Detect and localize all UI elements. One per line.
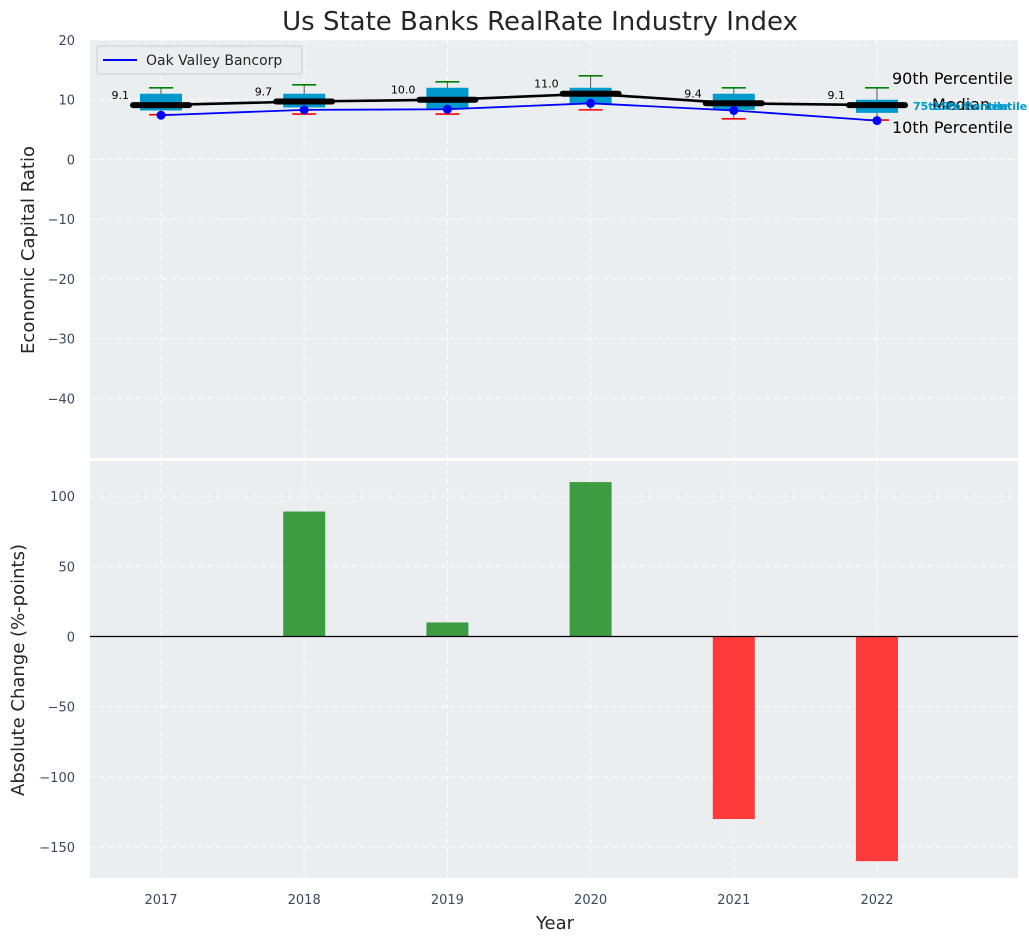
top-gridlines bbox=[90, 39, 1018, 458]
top-y-tick-label: 10 bbox=[58, 94, 75, 109]
x-tick-labels: 2017 2018 2019 2020 2021 2022 bbox=[144, 893, 893, 908]
x-tick-label: 2020 bbox=[574, 893, 607, 908]
top-y-tick-label: 0 bbox=[67, 153, 75, 168]
bottom-y-axis-label: Absolute Change (%-points) bbox=[8, 544, 29, 796]
legend-label: Oak Valley Bancorp bbox=[146, 53, 282, 69]
top-y-tick-label: −20 bbox=[48, 273, 75, 288]
company-series-point bbox=[586, 98, 596, 108]
x-tick-label: 2022 bbox=[860, 893, 893, 908]
x-axis-label: Year bbox=[535, 913, 575, 934]
x-tick-label: 2019 bbox=[431, 893, 464, 908]
top-y-tick-label: −10 bbox=[48, 213, 75, 228]
p75-annotation: 75th Percentile bbox=[913, 100, 1008, 113]
bottom-y-tick-label: 100 bbox=[50, 490, 75, 505]
median-value-label: 9.1 bbox=[828, 89, 846, 102]
p25-annotation: 25th Percentile bbox=[932, 100, 1027, 113]
median-value-label: 11.0 bbox=[534, 78, 559, 91]
top-y-tick-labels: 20 10 0 −10 −20 −30 −40 bbox=[48, 34, 75, 407]
x-tick-label: 2021 bbox=[717, 893, 750, 908]
change-bar bbox=[283, 511, 326, 637]
bottom-panel: 100 50 0 −50 −100 −150 Absolute Change (%-poi… bbox=[8, 461, 1018, 934]
top-panel: 20 10 0 −10 −20 −30 −40 Economic Capital Ratio… bbox=[18, 34, 1027, 458]
median-value-label: 9.4 bbox=[684, 87, 702, 100]
top-y-tick-label: −30 bbox=[48, 333, 75, 348]
legend: Oak Valley Bancorp bbox=[96, 45, 303, 75]
change-bar bbox=[712, 636, 755, 820]
chart-title: Us State Banks RealRate Industry Index bbox=[282, 7, 798, 37]
x-tick-label: 2018 bbox=[288, 893, 321, 908]
percentile-annotations: 90th Percentile 75th Percentile Median 2… bbox=[892, 69, 1027, 137]
bar-group bbox=[283, 482, 898, 862]
top-y-tick-label: 20 bbox=[58, 34, 75, 49]
bottom-y-tick-label: −150 bbox=[39, 841, 75, 856]
median-trend-line bbox=[160, 92, 878, 107]
bottom-y-tick-label: −50 bbox=[48, 701, 75, 716]
company-series-point bbox=[299, 105, 309, 115]
bottom-y-tick-labels: 100 50 0 −50 −100 −150 bbox=[39, 490, 75, 856]
company-series-point bbox=[872, 116, 882, 126]
change-bar bbox=[569, 482, 612, 637]
top-y-tick-label: −40 bbox=[48, 392, 75, 407]
change-bar bbox=[426, 622, 469, 637]
company-series-point bbox=[729, 105, 739, 115]
p90-annotation: 90th Percentile bbox=[892, 69, 1013, 88]
top-y-axis-label: Economic Capital Ratio bbox=[18, 146, 39, 354]
x-tick-label: 2017 bbox=[144, 893, 177, 908]
bottom-y-tick-label: 0 bbox=[67, 631, 75, 646]
company-line-group bbox=[156, 98, 882, 126]
legend-box bbox=[96, 45, 303, 75]
median-value-label: 10.0 bbox=[391, 84, 416, 97]
company-series-line bbox=[160, 102, 878, 122]
median-value-label: 9.7 bbox=[255, 86, 273, 99]
bottom-y-tick-label: −100 bbox=[39, 771, 75, 786]
median-line-group bbox=[160, 92, 878, 107]
bottom-y-tick-label: 50 bbox=[58, 560, 75, 575]
p10-annotation: 10th Percentile bbox=[892, 118, 1013, 137]
company-series-point bbox=[442, 104, 452, 114]
change-bar bbox=[856, 636, 898, 862]
median-annotation: Median bbox=[932, 95, 990, 114]
company-series-point bbox=[156, 110, 166, 120]
median-value-label: 9.1 bbox=[112, 89, 130, 102]
